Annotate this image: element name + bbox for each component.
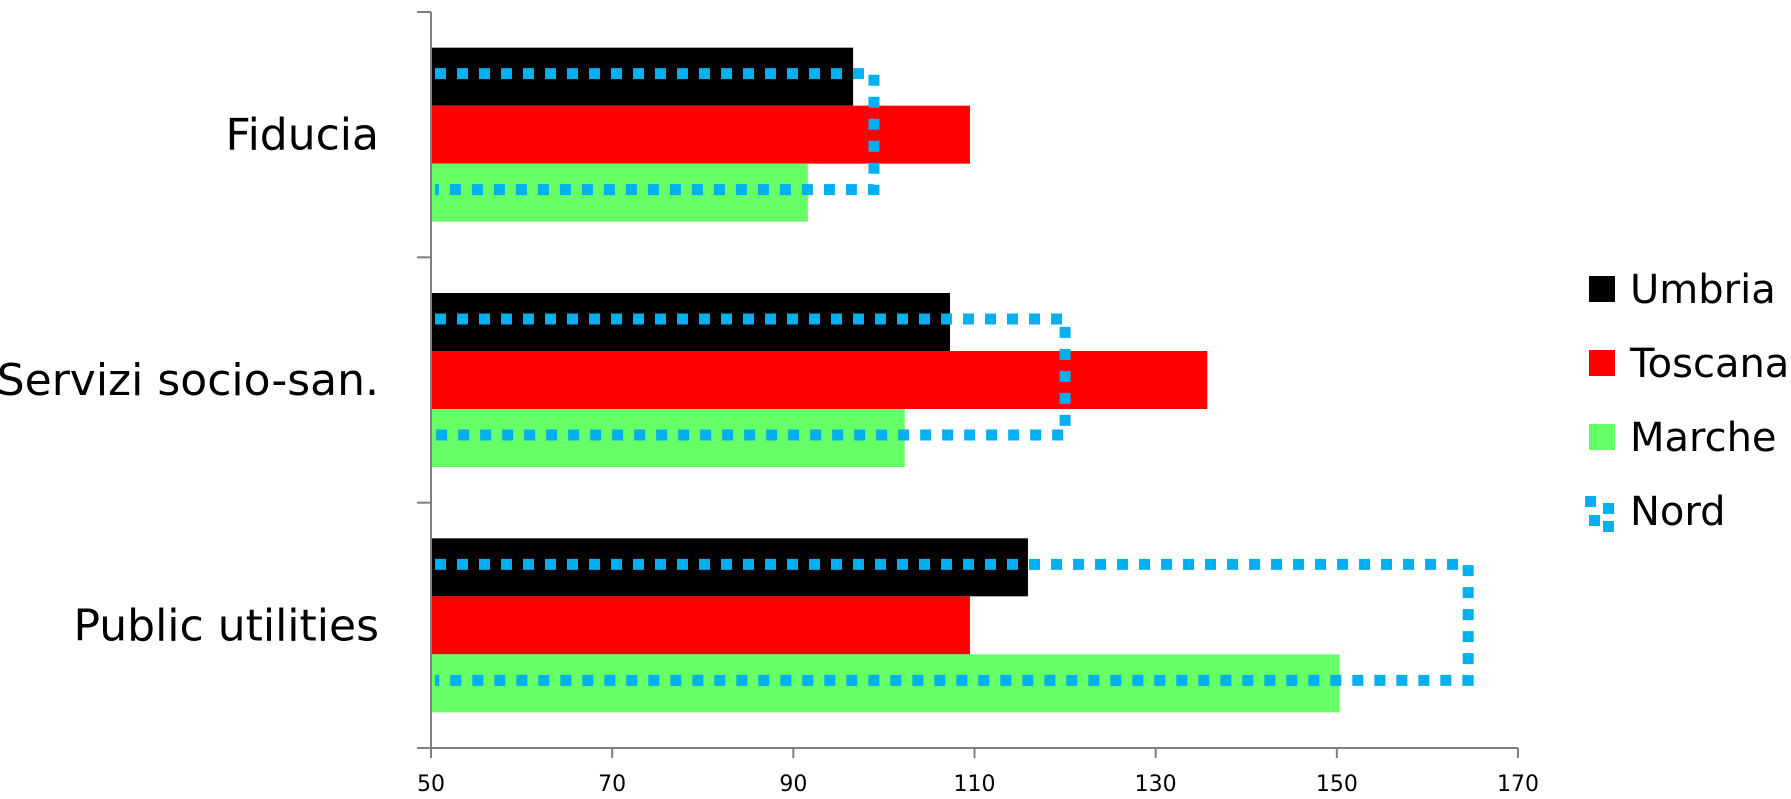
- category-label-fiducia: Fiducia: [225, 110, 379, 161]
- legend-label-marche: Marche: [1630, 415, 1777, 461]
- bar-nord-public-utilities: [435, 558, 1474, 686]
- legend-label-toscana: Toscana: [1629, 341, 1789, 387]
- category-labels: Fiducia Servizi socio-san. Public utilitie…: [0, 110, 379, 652]
- x-tick-label-90: 90: [779, 772, 807, 797]
- x-tick-label-50: 50: [417, 772, 445, 797]
- x-tick-label-130: 130: [1135, 772, 1177, 797]
- x-tick-label-150: 150: [1316, 772, 1358, 797]
- bar-toscana-servizi-socio-san: [431, 351, 1208, 409]
- bar-nord-fiducia: [435, 68, 880, 196]
- bar-nord-servizi-socio-san: [435, 313, 1071, 441]
- axes: [417, 11, 1519, 758]
- legend-swatch-toscana: [1589, 350, 1615, 376]
- bar-toscana-public-utilities: [431, 596, 970, 655]
- bar-toscana-fiducia: [431, 105, 970, 164]
- x-tick-label-170: 170: [1497, 772, 1539, 797]
- bar-marche-fiducia: [431, 163, 808, 222]
- plot-area: [431, 47, 1474, 713]
- x-tick-label-110: 110: [954, 772, 996, 797]
- legend-swatch-nord: [1585, 496, 1614, 532]
- legend-swatch-marche: [1589, 424, 1615, 450]
- x-axis-tick-labels: 50 70 90 110 130 150 170: [417, 772, 1539, 797]
- x-tick-label-70: 70: [598, 772, 626, 797]
- category-label-servizi-socio-san: Servizi socio-san.: [0, 355, 379, 406]
- category-label-public-utilities: Public utilities: [74, 600, 380, 651]
- legend-label-umbria: Umbria: [1630, 267, 1776, 313]
- legend-label-nord: Nord: [1630, 489, 1726, 535]
- legend: Umbria Toscana Marche Nord: [1585, 267, 1789, 535]
- legend-swatch-umbria: [1589, 276, 1615, 302]
